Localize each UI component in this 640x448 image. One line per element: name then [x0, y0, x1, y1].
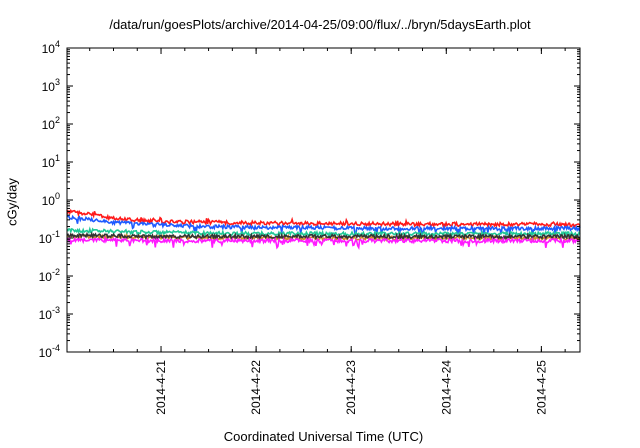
series-line	[66, 231, 581, 241]
plot-frame	[66, 47, 581, 353]
y-tick-label: 10-2	[39, 267, 60, 284]
x-tick-label: 2014-4-23	[344, 360, 358, 415]
y-tick-label: 102	[42, 115, 60, 132]
x-tick-label: 2014-4-25	[534, 360, 548, 415]
y-tick-label: 100	[42, 191, 60, 208]
x-axis-label: Coordinated Universal Time (UTC)	[223, 429, 424, 444]
x-tick-label: 2014-4-24	[439, 360, 453, 415]
y-tick-label: 10-3	[39, 305, 60, 322]
axis-layer: 10-4 10-3 10-2 10-1 100 101 102 103 104 2014-4-21…	[39, 39, 580, 415]
y-tick-label: 103	[42, 77, 60, 94]
series-layer	[66, 208, 581, 251]
y-tick-label: 10-1	[39, 229, 60, 246]
y-tick-label: 101	[42, 153, 60, 170]
y-tick-label: 104	[42, 39, 60, 56]
series-line	[66, 208, 581, 229]
series-line	[66, 232, 581, 243]
x-tick-label: 2014-4-21	[154, 360, 168, 415]
series-line	[66, 235, 581, 251]
chart-title: /data/run/goesPlots/archive/2014-04-25/0…	[109, 17, 531, 32]
y-tick-label: 10-4	[39, 343, 60, 360]
series-line	[66, 214, 581, 236]
x-tick-label: 2014-4-22	[249, 360, 263, 415]
